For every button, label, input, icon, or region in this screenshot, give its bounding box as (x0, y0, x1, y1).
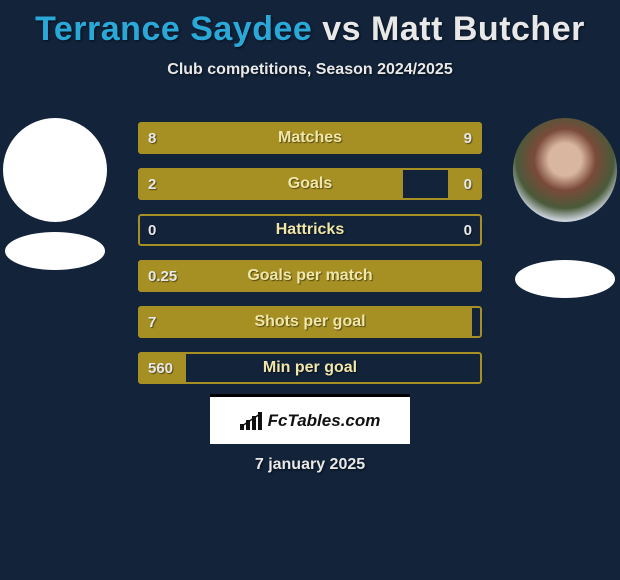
player1-name: Terrance Saydee (35, 10, 312, 48)
metric-value-left: 2 (148, 168, 156, 200)
player2-avatar (513, 118, 617, 222)
metric-value-right: 0 (464, 214, 472, 246)
fctables-logo-icon (240, 412, 262, 430)
metric-label: Matches (138, 122, 482, 154)
metric-value-left: 7 (148, 306, 156, 338)
subtitle: Club competitions, Season 2024/2025 (0, 61, 620, 79)
player1-avatar-zone (0, 118, 110, 270)
metric-label: Shots per goal (138, 306, 482, 338)
brand-box: FcTables.com (210, 394, 410, 444)
metric-value-left: 560 (148, 352, 173, 384)
metric-label: Goals per match (138, 260, 482, 292)
brand-text: FcTables.com (268, 411, 381, 431)
metric-row: Hattricks0 0 (138, 214, 482, 246)
metric-value-right: 0 (464, 168, 472, 200)
metric-value-left: 8 (148, 122, 156, 154)
player1-avatar (3, 118, 107, 222)
player2-name: Matt Butcher (371, 10, 585, 48)
metric-label: Hattricks (138, 214, 482, 246)
metric-value-left: 0 (148, 214, 156, 246)
metric-row: Min per goal560 (138, 352, 482, 384)
metric-value-right: 9 (464, 122, 472, 154)
metric-row: Matches8 9 (138, 122, 482, 154)
player2-avatar-zone (510, 118, 620, 298)
player1-flag (5, 232, 105, 270)
comparison-title: Terrance Saydee vs Matt Butcher (0, 0, 620, 49)
comparison-bars: Matches89Goals20Hattricks00Goals per mat… (138, 122, 482, 398)
metric-value-left: 0.25 (148, 260, 177, 292)
metric-label: Min per goal (138, 352, 482, 384)
metric-row: Shots per goal7 (138, 306, 482, 338)
metric-row: Goals2 0 (138, 168, 482, 200)
vs-text: vs (322, 10, 361, 48)
player2-flag (515, 260, 615, 298)
metric-label: Goals (138, 168, 482, 200)
date-text: 7 january 2025 (0, 456, 620, 474)
metric-row: Goals per match0.25 (138, 260, 482, 292)
